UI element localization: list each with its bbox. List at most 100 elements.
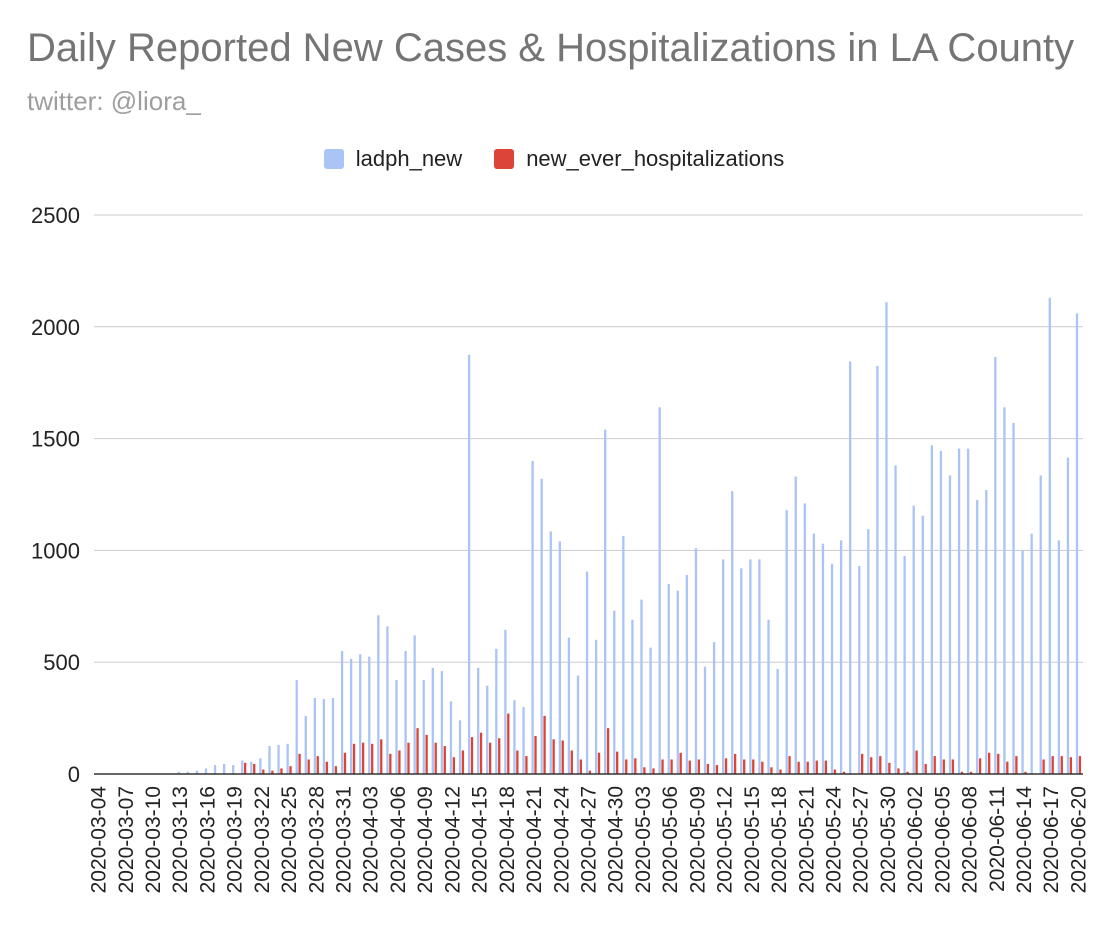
bar-new-ever-hospitalizations[interactable] (770, 767, 773, 774)
bar-ladph-new[interactable] (513, 700, 516, 774)
bar-new-ever-hospitalizations[interactable] (352, 743, 356, 774)
bar-new-ever-hospitalizations[interactable] (307, 759, 310, 774)
bar-ladph-new[interactable] (885, 302, 888, 774)
bar-ladph-new[interactable] (495, 648, 498, 774)
bar-ladph-new[interactable] (204, 768, 208, 774)
bar-ladph-new[interactable] (812, 533, 816, 774)
bar-ladph-new[interactable] (331, 697, 335, 774)
bar-ladph-new[interactable] (939, 450, 943, 774)
bar-new-ever-hospitalizations[interactable] (951, 759, 955, 774)
bar-new-ever-hospitalizations[interactable] (879, 756, 882, 774)
bar-new-ever-hospitalizations[interactable] (761, 761, 764, 774)
bar-ladph-new[interactable] (477, 667, 480, 774)
bar-ladph-new[interactable] (622, 535, 625, 774)
bar-ladph-new[interactable] (549, 531, 552, 774)
bar-new-ever-hospitalizations[interactable] (652, 768, 655, 774)
bar-ladph-new[interactable] (304, 715, 307, 774)
bar-ladph-new[interactable] (431, 667, 434, 774)
bar-ladph-new[interactable] (1048, 297, 1051, 774)
bar-new-ever-hospitalizations[interactable] (625, 759, 628, 774)
bar-ladph-new[interactable] (440, 671, 444, 774)
bar-ladph-new[interactable] (1021, 550, 1024, 774)
bar-ladph-new[interactable] (558, 541, 561, 774)
bar-ladph-new[interactable] (758, 559, 761, 774)
bar-new-ever-hospitalizations[interactable] (579, 759, 583, 774)
bar-new-ever-hospitalizations[interactable] (534, 735, 537, 774)
bar-new-ever-hospitalizations[interactable] (244, 762, 247, 774)
bar-new-ever-hospitalizations[interactable] (398, 750, 401, 774)
bar-new-ever-hospitalizations[interactable] (597, 752, 601, 774)
bar-ladph-new[interactable] (259, 758, 262, 774)
bar-ladph-new[interactable] (368, 656, 371, 774)
bar-new-ever-hospitalizations[interactable] (325, 761, 328, 774)
bar-new-ever-hospitalizations[interactable] (507, 713, 510, 774)
bar-ladph-new[interactable] (286, 743, 289, 774)
bar-ladph-new[interactable] (604, 429, 607, 774)
bar-ladph-new[interactable] (994, 356, 997, 774)
bar-new-ever-hospitalizations[interactable] (1060, 756, 1063, 774)
bar-ladph-new[interactable] (413, 635, 416, 774)
legend-item-ladph-new[interactable]: ladph_new (323, 146, 462, 172)
bar-ladph-new[interactable] (340, 651, 344, 774)
bar-ladph-new[interactable] (839, 540, 843, 774)
bar-ladph-new[interactable] (821, 543, 825, 774)
bar-ladph-new[interactable] (1030, 533, 1033, 774)
bar-ladph-new[interactable] (966, 448, 970, 774)
bar-ladph-new[interactable] (404, 651, 407, 774)
bar-new-ever-hospitalizations[interactable] (978, 758, 982, 774)
bar-new-ever-hospitalizations[interactable] (516, 750, 519, 774)
bar-new-ever-hospitalizations[interactable] (498, 738, 501, 774)
bar-ladph-new[interactable] (467, 354, 471, 774)
bar-new-ever-hospitalizations[interactable] (806, 761, 809, 774)
bar-ladph-new[interactable] (177, 771, 180, 774)
bar-ladph-new[interactable] (377, 615, 380, 774)
bar-new-ever-hospitalizations[interactable] (479, 732, 483, 774)
bar-ladph-new[interactable] (794, 476, 797, 774)
bar-ladph-new[interactable] (232, 765, 235, 774)
bar-new-ever-hospitalizations[interactable] (280, 768, 283, 774)
bar-new-ever-hospitalizations[interactable] (933, 756, 936, 774)
bar-ladph-new[interactable] (676, 590, 679, 774)
bar-new-ever-hospitalizations[interactable] (906, 771, 909, 774)
bar-ladph-new[interactable] (740, 568, 743, 774)
bar-ladph-new[interactable] (1057, 540, 1061, 774)
bar-ladph-new[interactable] (731, 491, 734, 774)
bar-new-ever-hospitalizations[interactable] (488, 742, 492, 774)
bar-new-ever-hospitalizations[interactable] (733, 753, 737, 774)
bar-new-ever-hospitalizations[interactable] (960, 771, 964, 774)
bar-new-ever-hospitalizations[interactable] (543, 715, 546, 774)
bar-ladph-new[interactable] (1075, 313, 1079, 774)
bar-new-ever-hospitalizations[interactable] (824, 760, 828, 774)
bar-new-ever-hospitalizations[interactable] (688, 760, 691, 774)
bar-new-ever-hospitalizations[interactable] (525, 756, 528, 774)
bar-new-ever-hospitalizations[interactable] (743, 759, 746, 774)
bar-ladph-new[interactable] (386, 626, 389, 774)
bar-ladph-new[interactable] (458, 720, 462, 774)
bar-ladph-new[interactable] (1039, 475, 1042, 774)
bar-ladph-new[interactable] (613, 610, 616, 774)
bar-ladph-new[interactable] (749, 559, 752, 774)
bar-ladph-new[interactable] (1066, 457, 1070, 774)
bar-ladph-new[interactable] (867, 529, 870, 774)
bar-ladph-new[interactable] (449, 701, 453, 774)
bar-new-ever-hospitalizations[interactable] (924, 763, 927, 774)
bar-new-ever-hospitalizations[interactable] (334, 766, 338, 774)
bar-ladph-new[interactable] (594, 639, 598, 774)
bar-new-ever-hospitalizations[interactable] (298, 753, 301, 774)
bar-new-ever-hospitalizations[interactable] (1069, 757, 1072, 774)
bar-new-ever-hospitalizations[interactable] (1024, 771, 1027, 774)
bar-ladph-new[interactable] (649, 647, 652, 774)
bar-ladph-new[interactable] (359, 654, 362, 774)
bar-new-ever-hospitalizations[interactable] (371, 743, 374, 774)
bar-new-ever-hospitalizations[interactable] (679, 752, 682, 774)
bar-new-ever-hospitalizations[interactable] (969, 771, 973, 774)
bar-ladph-new[interactable] (776, 668, 779, 774)
bar-new-ever-hospitalizations[interactable] (561, 740, 564, 774)
bar-ladph-new[interactable] (694, 548, 698, 774)
bar-ladph-new[interactable] (921, 515, 924, 774)
bar-new-ever-hospitalizations[interactable] (407, 742, 410, 774)
bar-new-ever-hospitalizations[interactable] (788, 756, 791, 774)
bar-ladph-new[interactable] (268, 746, 271, 774)
bar-ladph-new[interactable] (576, 675, 580, 774)
bar-new-ever-hospitalizations[interactable] (606, 728, 610, 774)
